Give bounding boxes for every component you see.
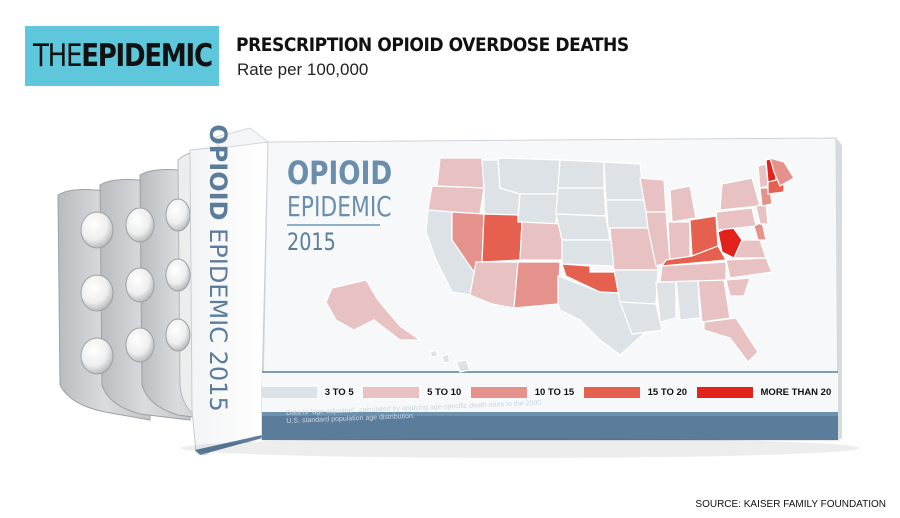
map-state-utah xyxy=(481,213,523,263)
map-state-indiana xyxy=(667,221,691,263)
legend-item: MORE THAN 20 xyxy=(696,386,832,398)
map-state-washington xyxy=(436,157,485,189)
legend-item: 15 TO 20 xyxy=(583,386,688,398)
map-state-minnesota xyxy=(603,161,645,201)
spine-epidemic-year: EPIDEMIC 2015 xyxy=(204,228,232,412)
map-state-hawaii xyxy=(429,349,471,373)
map-legend: 3 TO 5 5 TO 10 10 TO 15 15 TO 20 MORE TH… xyxy=(256,373,836,411)
brand-the: THE xyxy=(32,38,82,74)
legend-label: MORE THAN 20 xyxy=(760,386,832,398)
map-state-pennsylvania xyxy=(715,207,757,231)
subhead: Rate per 100,000 xyxy=(237,60,369,79)
box-title-epidemic: EPIDEMIC xyxy=(287,190,392,223)
legend-swatch xyxy=(470,386,527,398)
box-year: 2015 xyxy=(287,228,336,256)
map-state-arkansas xyxy=(613,269,659,305)
map-state-michigan xyxy=(669,185,697,223)
us-choropleth-map xyxy=(325,157,795,373)
map-state-nebraska xyxy=(555,213,611,241)
legend-label: 10 TO 15 xyxy=(534,386,575,398)
legend-label: 15 TO 20 xyxy=(647,386,688,398)
box-title-opioid: OPIOID xyxy=(287,154,393,192)
map-state-north-carolina xyxy=(725,257,773,279)
legend-swatch xyxy=(363,386,420,398)
spine-label: OPIOID EPIDEMIC 2015 xyxy=(204,124,232,411)
map-state-arizona xyxy=(469,261,519,309)
map-state-kentucky xyxy=(660,245,727,267)
map-state-oregon xyxy=(427,185,485,215)
map-state-south-carolina xyxy=(725,277,751,297)
map-state-kansas xyxy=(561,239,615,267)
legend-label: 3 TO 5 xyxy=(324,386,354,398)
title-divider xyxy=(287,224,380,226)
spine-opioid: OPIOID xyxy=(204,124,232,221)
map-state-north-dakota xyxy=(557,159,605,189)
map-state-new-mexico xyxy=(513,261,561,309)
map-state-south-dakota xyxy=(555,187,607,217)
map-state-alabama xyxy=(675,279,701,321)
map-state-georgia xyxy=(697,279,731,323)
legend-item: 3 TO 5 xyxy=(260,386,354,398)
brand-title: THEEPIDEMIC xyxy=(32,38,213,74)
map-state-wyoming xyxy=(517,193,559,225)
map-state-mississippi xyxy=(655,281,677,323)
brand-badge: THEEPIDEMIC xyxy=(25,26,219,86)
legend-label: 5 TO 10 xyxy=(427,386,462,398)
legend-item: 5 TO 10 xyxy=(363,386,462,398)
map-state-louisiana xyxy=(619,301,663,335)
map-state-alaska xyxy=(325,279,422,341)
map-state-vermont xyxy=(757,163,769,189)
map-state-montana xyxy=(497,157,561,195)
headline: PRESCRIPTION OPIOID OVERDOSE DEATHS xyxy=(236,34,629,56)
brand-epidemic: EPIDEMIC xyxy=(80,38,213,74)
map-state-maine xyxy=(769,157,795,187)
legend-swatch xyxy=(696,386,753,398)
source-credit: SOURCE: KAISER FAMILY FOUNDATION xyxy=(695,499,886,510)
legend-swatch xyxy=(260,386,317,398)
map-state-colorado xyxy=(519,221,563,261)
legend-swatch xyxy=(583,386,640,398)
legend-item: 10 TO 15 xyxy=(470,386,575,398)
map-state-iowa xyxy=(605,199,649,229)
map-state-florida xyxy=(703,317,759,363)
